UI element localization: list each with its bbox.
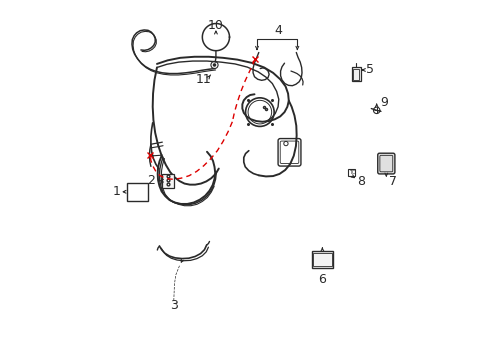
FancyBboxPatch shape bbox=[377, 153, 394, 174]
Text: 9: 9 bbox=[380, 96, 387, 109]
Bar bbox=[351, 67, 360, 81]
Bar bbox=[347, 168, 354, 176]
Bar bbox=[352, 69, 358, 80]
Text: TC: TC bbox=[348, 170, 354, 175]
Text: 6: 6 bbox=[318, 273, 325, 286]
Text: 5: 5 bbox=[366, 63, 373, 76]
Bar bbox=[312, 253, 331, 266]
Text: 7: 7 bbox=[388, 175, 396, 188]
Text: 10: 10 bbox=[207, 19, 224, 32]
Circle shape bbox=[212, 63, 216, 67]
Bar bbox=[162, 174, 173, 188]
Text: 1: 1 bbox=[113, 185, 121, 198]
Bar bbox=[311, 251, 332, 268]
Bar bbox=[127, 183, 148, 201]
Text: 8: 8 bbox=[356, 175, 364, 188]
Text: 11: 11 bbox=[195, 73, 210, 86]
Text: 3: 3 bbox=[169, 298, 177, 311]
Text: 4: 4 bbox=[274, 24, 282, 37]
Text: 2: 2 bbox=[147, 174, 155, 186]
